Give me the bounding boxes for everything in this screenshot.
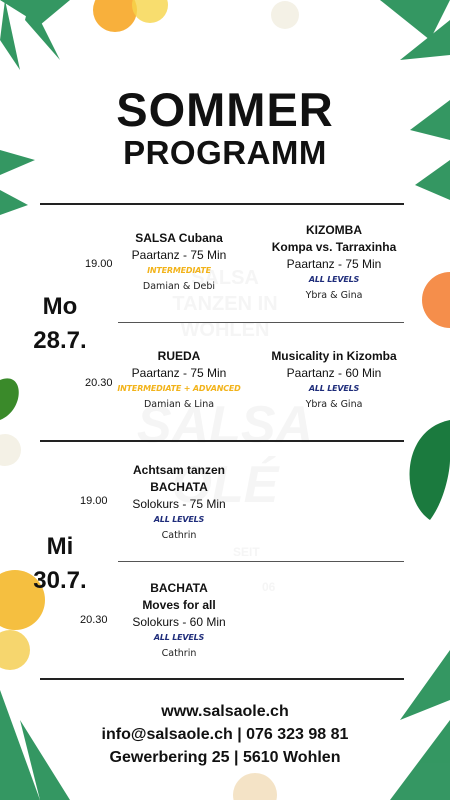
class-teachers: Ybra & Gina xyxy=(305,290,363,301)
class-type: Paartanz - 75 Min xyxy=(131,248,227,262)
class-title: KIZOMBA Kompa vs. Tarraxinha xyxy=(271,223,397,254)
class-card: SALSA Cubana Paartanz - 75 Min INTERMEDI… xyxy=(104,230,254,295)
page-title: SOMMER xyxy=(116,83,334,136)
day-label-monday: Mo 28.7. xyxy=(33,293,87,354)
watermark-seit: SEIT xyxy=(233,545,260,559)
class-teachers: Ybra & Gina xyxy=(305,399,363,410)
slot-time: 19.00 xyxy=(85,258,113,270)
class-type: Paartanz - 60 Min xyxy=(286,366,382,380)
divider xyxy=(40,203,404,205)
class-title: SALSA Cubana xyxy=(135,231,223,245)
class-card: KIZOMBA Kompa vs. Tarraxinha Paartanz - … xyxy=(259,222,409,304)
class-level: ALL LEVELS xyxy=(153,515,205,524)
monstera-leaf-icon xyxy=(409,420,450,520)
class-level: INTERMEDIATE + ADVANCED xyxy=(117,384,241,393)
slot-time: 20.30 xyxy=(85,377,113,389)
class-type: Paartanz - 75 Min xyxy=(286,257,382,271)
class-teachers: Cathrin xyxy=(161,648,197,659)
divider xyxy=(40,678,404,680)
class-level: INTERMEDIATE xyxy=(147,266,211,275)
class-teachers: Cathrin xyxy=(161,530,197,541)
day-label-wednesday: Mi 30.7. xyxy=(33,533,87,594)
slot-time: 20.30 xyxy=(80,614,108,626)
divider xyxy=(40,440,404,442)
class-level: ALL LEVELS xyxy=(153,633,205,642)
class-teachers: Damian & Lina xyxy=(143,399,215,410)
class-title: RUEDA xyxy=(157,349,201,363)
class-type: Solokurs - 60 Min xyxy=(132,615,226,629)
class-title: Musicality in Kizomba xyxy=(271,349,397,363)
class-title: BACHATA Moves for all xyxy=(142,581,216,612)
class-level: ALL LEVELS xyxy=(308,384,360,393)
class-teachers: Damian & Debi xyxy=(142,281,216,292)
class-level: ALL LEVELS xyxy=(308,275,360,284)
class-title: Achtsam tanzen BACHATA xyxy=(132,463,226,494)
page-subtitle: PROGRAMM xyxy=(123,134,327,171)
watermark-year: 06 xyxy=(262,580,276,594)
class-card: Achtsam tanzen BACHATA Solokurs - 75 Min… xyxy=(104,462,254,544)
divider xyxy=(118,322,404,323)
divider xyxy=(118,561,404,562)
class-card: BACHATA Moves for all Solokurs - 60 Min … xyxy=(104,580,254,662)
address: Gewerbering 25 | 5610 Wohlen xyxy=(109,749,341,766)
class-card: RUEDA Paartanz - 75 Min INTERMEDIATE + A… xyxy=(104,348,254,413)
website-link[interactable]: www.salsaole.ch xyxy=(161,703,289,720)
contact-info: info@salsaole.ch | 076 323 98 81 xyxy=(101,726,349,743)
leaf-icon xyxy=(0,378,19,420)
class-type: Paartanz - 75 Min xyxy=(131,366,227,380)
class-type: Solokurs - 75 Min xyxy=(132,497,226,511)
slot-time: 19.00 xyxy=(80,495,108,507)
class-card: Musicality in Kizomba Paartanz - 60 Min … xyxy=(259,348,409,413)
